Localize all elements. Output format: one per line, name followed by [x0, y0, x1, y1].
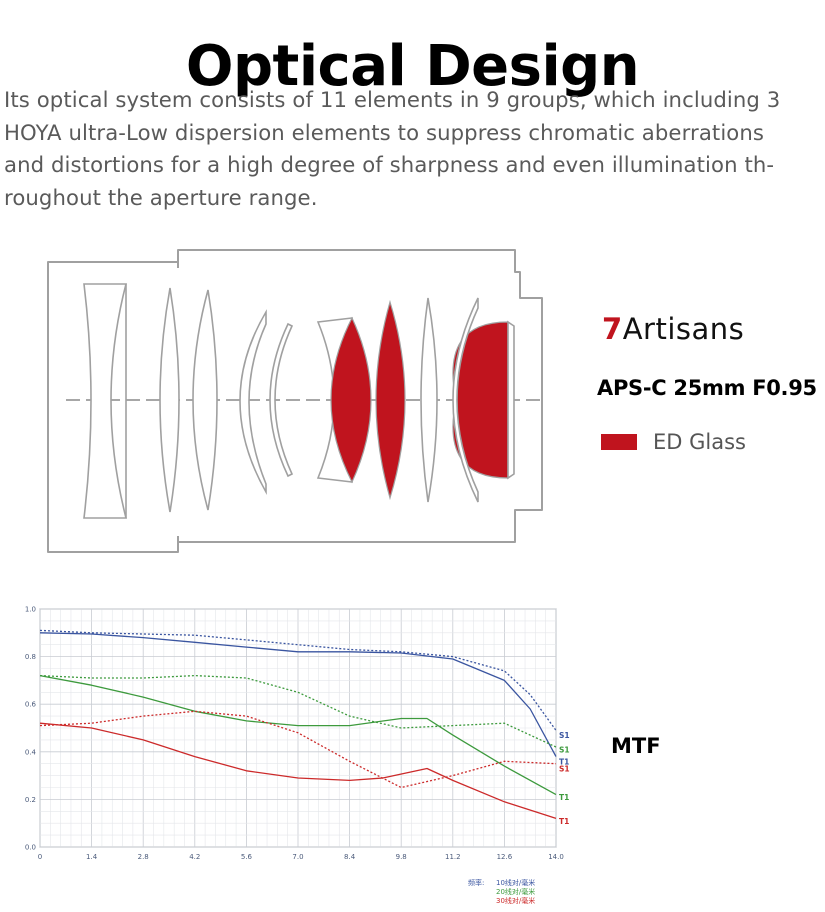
mtf-x-tick-label: 2.8	[138, 853, 149, 861]
lens-barrel-outline	[47, 249, 543, 553]
lens-element-5	[269, 322, 294, 478]
ed-glass-swatch	[601, 434, 637, 450]
lens-element-4	[239, 309, 267, 496]
mtf-x-tick-label: 5.6	[241, 853, 253, 861]
mtf-series-end-label: S1	[559, 764, 570, 773]
mtf-x-tick-label: 7.0	[292, 853, 303, 861]
mtf-y-tick-label: 0.6	[25, 701, 37, 709]
mtf-label: MTF	[611, 734, 661, 758]
mtf-footer-prefix: 频率:	[468, 878, 484, 887]
mtf-x-tick-label: 8.4	[344, 853, 356, 861]
mtf-series-end-label: S1	[559, 731, 570, 740]
mtf-y-tick-label: 0.8	[25, 653, 36, 661]
ed-element-1	[330, 316, 372, 484]
lens-element-11	[507, 320, 515, 480]
mtf-series-line	[39, 632, 557, 757]
mtf-y-tick-label: 0.0	[25, 844, 36, 852]
lens-element-9	[420, 297, 438, 503]
ed-glass-legend: ED Glass	[601, 430, 746, 454]
mtf-x-tick-label: 0	[38, 853, 42, 861]
mtf-x-tick-label: 9.8	[396, 853, 407, 861]
intro-line: Its optical system consists of 11 elemen…	[4, 87, 781, 112]
mtf-footer-item: 30线对/毫米	[496, 896, 535, 905]
mtf-footer-item: 10线对/毫米	[496, 878, 535, 887]
mtf-series-end-label: T1	[559, 793, 569, 802]
intro-line: HOYA ultra-Low dispersion elements to su…	[4, 119, 765, 145]
intro-line: roughout the aperture range.	[4, 184, 318, 210]
mtf-x-tick-label: 4.2	[189, 853, 200, 861]
brand-logo-numeral: 7	[602, 312, 623, 346]
brand-logo: 7Artisans	[602, 312, 744, 346]
mtf-x-tick-label: 14.0	[548, 853, 564, 861]
mtf-x-tick-label: 11.2	[445, 853, 461, 861]
lens-diagram	[47, 249, 545, 553]
mtf-x-tick-label: 12.6	[497, 853, 513, 861]
ed-element-2	[375, 299, 406, 501]
lens-model: APS-C 25mm F0.95	[597, 376, 817, 400]
mtf-series-line	[39, 674, 557, 748]
intro-line: and distortions for a high degree of sha…	[4, 152, 775, 177]
mtf-series-line	[39, 722, 557, 820]
page-title: Optical Design	[185, 33, 640, 99]
mtf-footer-item: 20线对/毫米	[496, 887, 535, 896]
intro-paragraph: Its optical system consists of 11 elemen…	[4, 84, 824, 214]
mtf-y-tick-label: 1.0	[25, 606, 36, 614]
brand-logo-name: Artisans	[622, 312, 745, 346]
mtf-series-end-label: T1	[559, 757, 569, 766]
mtf-y-tick-label: 0.4	[25, 748, 37, 756]
lens-element-10	[452, 297, 479, 503]
mtf-series-line	[39, 629, 557, 731]
mtf-y-tick-label: 0.2	[25, 796, 36, 804]
mtf-series-line	[39, 710, 557, 789]
mtf-series-end-label: T1	[559, 817, 569, 826]
mtf-chart: 0 1.4 2.8 4.2 5.6 7.0 8.4 9.8 11.2 12.6 14.0 0.0 0.2…	[25, 606, 570, 906]
ed-glass-label: ED Glass	[653, 430, 746, 454]
mtf-x-tick-label: 1.4	[86, 853, 98, 861]
lens-element-1	[83, 283, 128, 519]
lens-element-3	[192, 289, 218, 511]
mtf-series-line	[39, 674, 557, 796]
lens-element-2	[159, 287, 180, 513]
mtf-series-end-label: S1	[559, 745, 570, 754]
